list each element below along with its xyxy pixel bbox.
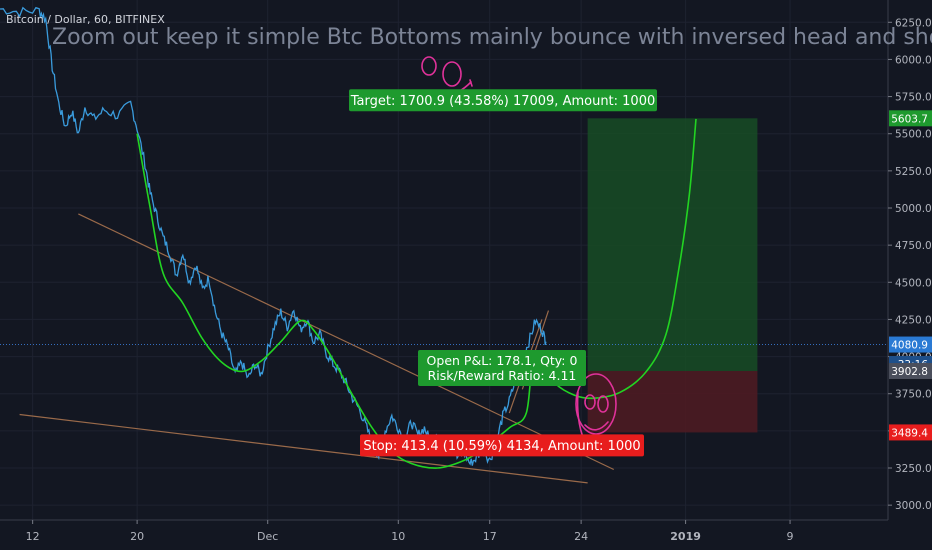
price-badge [889, 110, 932, 127]
pnl-label-box[interactable] [418, 350, 586, 387]
doodle-stroke [597, 395, 609, 413]
target-label-box[interactable] [349, 89, 657, 112]
idea-title: Zoom out keep it simple Btc Bottoms main… [52, 25, 932, 50]
doodle-stroke [421, 56, 437, 76]
doodle-stroke [442, 61, 462, 87]
price-tick-label: 3250.0 [895, 463, 932, 475]
time-tick-label: 2019 [670, 530, 701, 543]
price-badge [889, 363, 932, 380]
price-tick-label: 4500.0 [895, 277, 932, 289]
time-tick-label: 12 [26, 530, 40, 543]
time-tick-label: 9 [787, 530, 794, 543]
time-axis[interactable]: 12 20 Dec 10 17 24 2019 9 [26, 520, 794, 543]
price-tick-label: 6000.0 [895, 54, 932, 66]
pnl-label: Open P&L: 178.1, Qty: 0 [427, 353, 578, 368]
time-tick-label: 20 [130, 530, 144, 543]
position-tool[interactable] [587, 118, 758, 433]
price-tick-label: 5500.0 [895, 129, 932, 141]
time-tick-label: 17 [483, 530, 497, 543]
price-tick-label: 5750.0 [895, 92, 932, 104]
time-axis-panel[interactable] [0, 520, 932, 550]
time-tick-label: Dec [257, 530, 278, 543]
price-badge [889, 336, 932, 353]
projection-curve[interactable] [136, 118, 697, 469]
price-badge [889, 424, 932, 441]
price-badge-label: 3489.4 [891, 427, 928, 439]
time-tick-label: 24 [574, 530, 588, 543]
doodle-stroke [584, 394, 596, 410]
risk-reward-label: Risk/Reward Ratio: 4.11 [428, 368, 577, 383]
loss-zone[interactable] [587, 371, 758, 433]
price-tick-label: 5250.0 [895, 166, 932, 178]
price-badge-label: 4080.9 [891, 340, 928, 352]
price-axis-panel[interactable] [888, 0, 932, 520]
price-badge-label: 3902.8 [891, 366, 928, 378]
profit-zone[interactable] [587, 118, 758, 372]
price-tick-label: 4250.0 [895, 314, 932, 326]
stop-label-box[interactable] [360, 434, 644, 457]
price-tick-label: 4750.0 [895, 240, 932, 252]
trendline[interactable] [78, 213, 615, 471]
price-tick-label: 3750.0 [895, 389, 932, 401]
stop-label: Stop: 413.4 (10.59%) 4134, Amount: 1000 [363, 439, 640, 454]
doodle-stroke [584, 421, 609, 431]
doodle-stroke [575, 373, 617, 435]
symbol-line[interactable]: Bitcoin / Dollar, 60, BITFINEX [6, 13, 165, 26]
price-tick-label: 6250.0 [895, 17, 932, 29]
trendline[interactable] [19, 413, 588, 484]
target-label: Target: 1700.9 (43.58%) 17009, Amount: 1… [350, 94, 656, 109]
price-badge-label: 5603.7 [891, 113, 928, 125]
price-tick-label: 3000.0 [895, 500, 932, 512]
time-tick-label: 10 [391, 530, 405, 543]
doodle-stroke [469, 79, 473, 87]
price-tick-label: 5000.0 [895, 203, 932, 215]
